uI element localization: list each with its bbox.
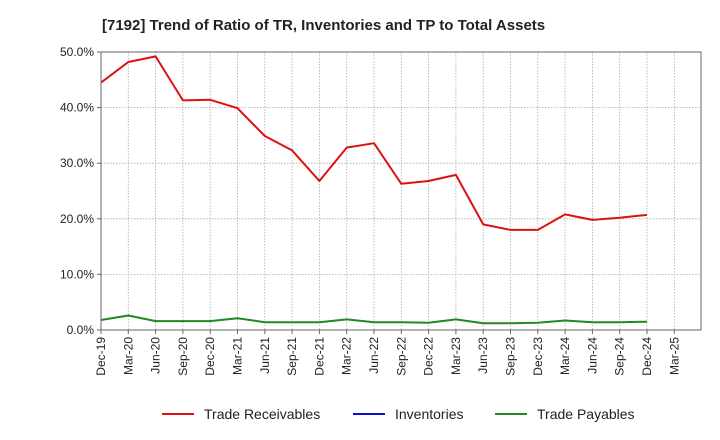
series-group	[100, 55, 648, 325]
x-tick-label: Jun-20	[149, 337, 163, 374]
y-tick-label: 40.0%	[60, 101, 94, 115]
x-tick-label: Dec-24	[640, 337, 654, 376]
x-tick-label: Mar-25	[667, 337, 681, 375]
x-tick-label: Jun-23	[476, 337, 490, 374]
x-tick-label: Jun-22	[367, 337, 381, 374]
y-tick-label: 20.0%	[60, 212, 94, 226]
x-tick-label: Sep-24	[613, 337, 627, 376]
x-axis: Dec-19 Mar-20 Jun-20 Sep-20 Dec-20 Mar-21 Jun-…	[94, 330, 681, 376]
y-tick-label: 50.0%	[60, 45, 94, 59]
grid	[101, 52, 701, 330]
x-tick-label: Dec-23	[531, 337, 545, 376]
y-axis: 0.0% 10.0% 20.0% 30.0% 40.0% 50.0%	[60, 45, 101, 337]
y-tick-label: 0.0%	[67, 323, 95, 337]
x-tick-label: Sep-20	[176, 337, 190, 376]
x-tick-label: Mar-20	[121, 337, 135, 375]
x-tick-label: Sep-22	[394, 337, 408, 376]
y-tick-label: 30.0%	[60, 156, 94, 170]
legend-label: Trade Receivables	[204, 406, 320, 422]
x-tick-label: Mar-22	[340, 337, 354, 375]
x-tick-label: Dec-22	[422, 337, 436, 376]
series-line-trade-payables	[100, 314, 648, 325]
x-tick-label: Mar-24	[558, 337, 572, 375]
x-tick-label: Mar-21	[231, 337, 245, 375]
x-tick-label: Jun-21	[258, 337, 272, 374]
legend: Trade Receivables Inventories Trade Payabl…	[162, 406, 635, 422]
legend-label: Inventories	[395, 406, 463, 422]
legend-label: Trade Payables	[537, 406, 635, 422]
x-tick-label: Dec-20	[203, 337, 217, 376]
chart-title: [7192] Trend of Ratio of TR, Inventories…	[102, 17, 545, 34]
x-tick-label: Dec-19	[94, 337, 108, 376]
series-line-trade-receivables	[100, 55, 648, 231]
x-tick-label: Sep-23	[504, 337, 518, 376]
x-tick-label: Dec-21	[312, 337, 326, 376]
y-tick-label: 10.0%	[60, 267, 94, 281]
x-tick-label: Jun-24	[585, 337, 599, 374]
x-tick-label: Mar-23	[449, 337, 463, 375]
x-tick-label: Sep-21	[285, 337, 299, 376]
